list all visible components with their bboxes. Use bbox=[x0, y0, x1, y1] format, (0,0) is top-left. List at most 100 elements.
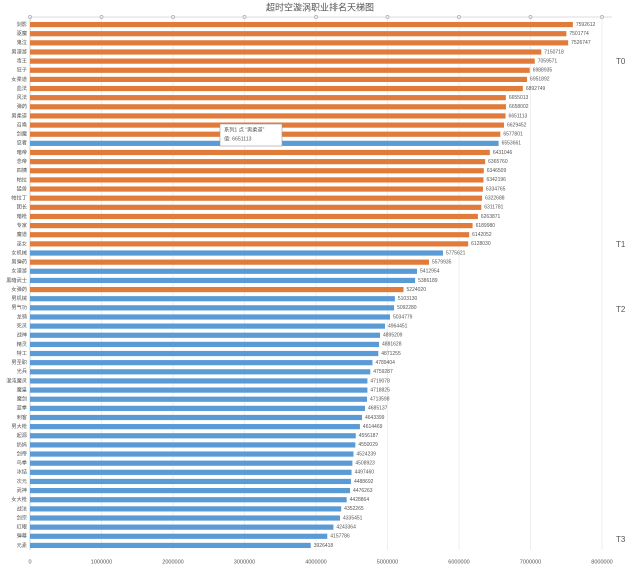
value-label: 4713598 bbox=[370, 397, 390, 403]
bar bbox=[30, 396, 368, 402]
x-tick-label: 2000000 bbox=[162, 559, 183, 565]
value-label: 6322688 bbox=[485, 196, 505, 202]
value-label: 5103130 bbox=[398, 296, 418, 302]
y-tick-label: 武神 bbox=[17, 486, 27, 494]
bar bbox=[30, 469, 352, 475]
bar bbox=[30, 104, 507, 110]
value-label: 4243364 bbox=[336, 524, 356, 530]
bar bbox=[30, 533, 328, 539]
y-tick-label: 女大枪 bbox=[11, 495, 27, 503]
y-tick-label: 鬼泣 bbox=[17, 38, 27, 46]
bar bbox=[30, 414, 363, 421]
bar bbox=[30, 524, 334, 530]
y-tick-label: 男气功 bbox=[11, 303, 27, 311]
value-label: 6651113 bbox=[509, 113, 528, 119]
value-label: 6577801 bbox=[503, 132, 523, 138]
bar bbox=[30, 277, 416, 284]
y-tick-label: 次元 bbox=[17, 477, 27, 485]
value-label: 4881628 bbox=[382, 342, 402, 348]
value-label: 4524239 bbox=[356, 451, 376, 457]
value-label: 4759287 bbox=[373, 369, 393, 375]
bar bbox=[30, 213, 478, 220]
y-tick-label: 混沌魔灵 bbox=[6, 376, 27, 384]
value-label: 4550029 bbox=[358, 442, 378, 448]
value-label: 6629452 bbox=[507, 122, 527, 128]
bar bbox=[30, 405, 365, 411]
bar bbox=[30, 314, 390, 320]
bar bbox=[30, 506, 342, 512]
x-tick-label: 6000000 bbox=[448, 559, 469, 565]
y-tick-label: 男圣职 bbox=[11, 358, 27, 366]
x-tick-label: 0 bbox=[28, 559, 31, 565]
bar bbox=[30, 250, 443, 256]
value-label: 4556187 bbox=[359, 433, 379, 439]
y-tick-label: 剑魔 bbox=[17, 130, 27, 138]
bar bbox=[30, 31, 567, 37]
y-tick-label: 召唤 bbox=[17, 120, 27, 128]
y-tick-label: 女柔道 bbox=[11, 75, 27, 83]
value-label: 4614469 bbox=[363, 424, 383, 430]
value-label: 6346509 bbox=[487, 168, 507, 174]
value-label: 5224020 bbox=[407, 287, 427, 293]
value-label: 7526747 bbox=[571, 40, 591, 46]
bar bbox=[30, 232, 470, 238]
y-tick-label: 奶妈 bbox=[17, 440, 27, 448]
y-tick-label: 女漫游 bbox=[11, 267, 27, 275]
y-tick-label: 巫女 bbox=[17, 239, 27, 247]
bar bbox=[30, 497, 347, 503]
value-label: 5775621 bbox=[446, 250, 466, 256]
bar bbox=[30, 204, 482, 210]
y-tick-label: 战神 bbox=[17, 331, 27, 339]
value-label: 6189980 bbox=[476, 223, 496, 229]
value-label: 6142052 bbox=[472, 232, 492, 238]
bar bbox=[30, 433, 356, 439]
value-label: 4352265 bbox=[344, 506, 364, 512]
bar bbox=[30, 76, 528, 82]
x-tick-label: 5000000 bbox=[377, 559, 398, 565]
tooltip-box bbox=[219, 123, 283, 147]
y-tick-label: 剑帝 bbox=[17, 449, 27, 457]
value-label: 5034779 bbox=[393, 314, 413, 320]
bar bbox=[30, 49, 542, 55]
y-tick-label: 暗帝 bbox=[17, 148, 27, 156]
tier-label: T3 bbox=[616, 535, 626, 544]
x-tick-label: 8000000 bbox=[591, 559, 612, 565]
bar bbox=[30, 40, 569, 46]
y-tick-label: 男机械 bbox=[11, 294, 27, 302]
tier-label: T2 bbox=[616, 305, 626, 314]
y-tick-label: 男大枪 bbox=[11, 422, 27, 430]
y-tick-label: 驱魔 bbox=[17, 29, 27, 37]
bar bbox=[30, 241, 469, 247]
bar bbox=[30, 21, 573, 28]
tooltip-text: 值: 6651113 bbox=[224, 134, 252, 142]
bar bbox=[30, 149, 490, 156]
bar bbox=[30, 387, 368, 393]
x-tick-label: 1000000 bbox=[91, 559, 112, 565]
y-tick-label: 鸟拳 bbox=[17, 459, 28, 467]
value-label: 4719078 bbox=[370, 378, 390, 384]
value-label: 4508923 bbox=[355, 461, 375, 467]
tier-label: T1 bbox=[616, 240, 626, 249]
value-label: 5386189 bbox=[418, 278, 438, 284]
value-label: 4718825 bbox=[370, 387, 390, 393]
value-label: 6892749 bbox=[526, 86, 546, 92]
y-tick-label: 魔道 bbox=[17, 230, 27, 238]
y-tick-label: 特工 bbox=[17, 349, 27, 357]
value-label: 6988935 bbox=[533, 68, 553, 74]
bar bbox=[30, 360, 373, 366]
y-tick-label: 起源 bbox=[17, 431, 28, 439]
bar bbox=[30, 186, 483, 192]
bar bbox=[30, 305, 395, 311]
x-tick-label: 3000000 bbox=[234, 559, 255, 565]
x-tick-label: 4000000 bbox=[305, 559, 326, 565]
y-tick-label: 剑宗 bbox=[17, 513, 27, 521]
bar bbox=[30, 113, 506, 119]
value-label: 4335451 bbox=[343, 515, 363, 521]
value-label: 6128030 bbox=[471, 241, 491, 247]
value-label: 4964451 bbox=[388, 323, 408, 329]
y-tick-label: 血法 bbox=[17, 84, 27, 92]
value-label: 6365760 bbox=[488, 159, 508, 165]
y-tick-label: 红眼 bbox=[17, 523, 27, 531]
value-label: 4488692 bbox=[354, 479, 374, 485]
y-tick-label: 龙骑 bbox=[17, 312, 27, 320]
